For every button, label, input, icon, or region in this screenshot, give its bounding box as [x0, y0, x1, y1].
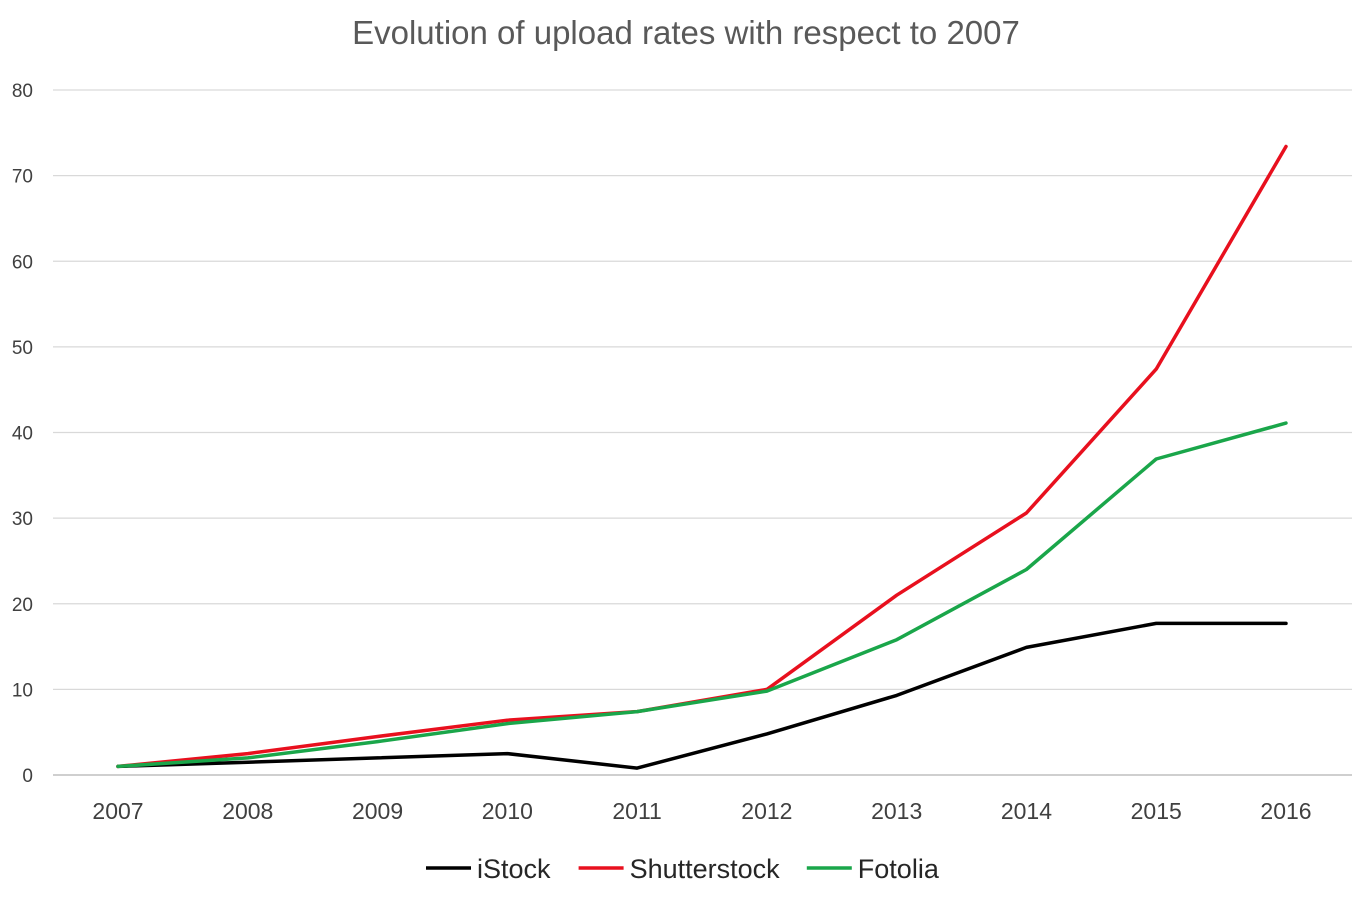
y-tick-label: 50 — [12, 338, 33, 359]
x-tick-label: 2015 — [1131, 798, 1182, 824]
x-tick-label: 2013 — [871, 798, 922, 824]
legend: iStock Shutterstock Fotolia — [426, 854, 940, 884]
y-tick-label: 80 — [12, 81, 33, 102]
grid-lines — [53, 89, 1352, 776]
series-line-shutterstock — [116, 144, 1288, 769]
y-tick-label: 10 — [12, 680, 33, 701]
x-tick-label: 2008 — [222, 798, 273, 824]
series-line-fotolia — [116, 421, 1288, 769]
y-axis-tick-labels: 0 10 20 30 40 50 60 70 80 — [12, 81, 33, 787]
x-tick-label: 2009 — [352, 798, 403, 824]
x-tick-label: 2011 — [612, 798, 661, 824]
y-tick-label: 30 — [12, 509, 33, 530]
chart-title: Evolution of upload rates with respect t… — [352, 14, 1020, 51]
x-tick-label: 2010 — [482, 798, 533, 824]
y-tick-label: 20 — [12, 595, 33, 616]
series-line-istock — [116, 621, 1288, 770]
y-tick-label: 70 — [12, 167, 33, 188]
legend-label-fotolia: Fotolia — [858, 854, 940, 884]
y-tick-label: 60 — [12, 252, 33, 273]
x-tick-label: 2014 — [1001, 798, 1052, 824]
x-tick-label: 2016 — [1260, 798, 1311, 824]
y-tick-label: 40 — [12, 424, 33, 445]
x-axis-tick-labels: 2007 2008 2009 2010 2011 2012 2013 2014 2015 2016 — [92, 798, 1311, 824]
x-tick-label: 2007 — [92, 798, 143, 824]
y-tick-label: 0 — [22, 766, 33, 787]
series-lines — [116, 144, 1288, 770]
legend-label-istock: iStock — [477, 854, 551, 884]
legend-label-shutterstock: Shutterstock — [630, 854, 781, 884]
x-tick-label: 2012 — [741, 798, 792, 824]
